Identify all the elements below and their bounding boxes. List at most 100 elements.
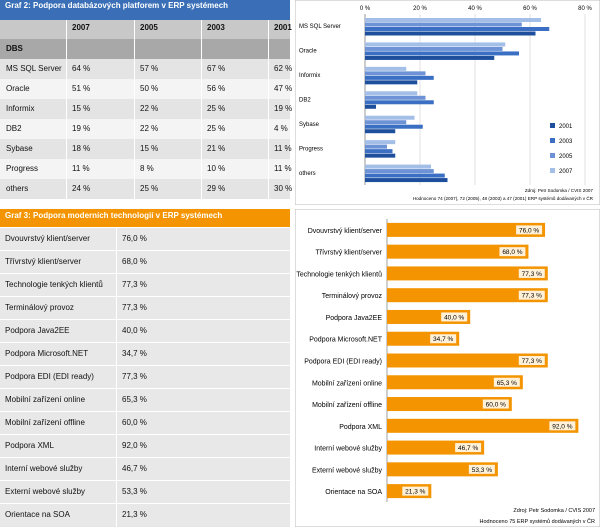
- legend-swatch: [550, 123, 555, 128]
- value-label: 40,0 %: [444, 314, 464, 321]
- row-label: Technologie tenkých klientů: [5, 280, 103, 289]
- bar-2005: [365, 169, 434, 174]
- table-row: Sybase 18 % 15 % 21 % 11 %: [0, 139, 292, 159]
- graf2-section-row: DBS: [0, 39, 290, 59]
- value-label-bg: [468, 464, 495, 474]
- row-label: Podpora EDI (EDI ready): [5, 372, 94, 381]
- legend-label: 2007: [559, 169, 573, 175]
- table-row: Orientace na SOA 21,3 %: [0, 503, 290, 526]
- table-row: Informix 15 % 22 % 25 % 19 %: [0, 99, 293, 119]
- source-note: Hodnoceno 75 ERP systémů dodávaných v ČR: [480, 518, 595, 525]
- category-label: Terminálový provoz: [322, 293, 383, 300]
- graf2-chart-svg: 0 % 20 % 40 % 60 % 80 % MS SQL Server Oracle In…: [294, 0, 600, 206]
- bar-2007: [365, 115, 415, 120]
- section-label: DBS: [6, 44, 23, 53]
- row-label: Podpora XML: [5, 441, 54, 450]
- graf3-chart-svg: Dvouvrstvý klient/server 76,0 % Třívrstvý …: [294, 208, 600, 528]
- table-row: MS SQL Server 64 % 57 % 67 % 62 %: [0, 59, 293, 79]
- row-value: 68,0 %: [122, 257, 147, 266]
- legend-swatch: [550, 168, 555, 173]
- bar-2005: [365, 46, 503, 51]
- bar-2007: [365, 164, 431, 169]
- table-row: Progress 11 % 8 % 10 % 11 %: [0, 159, 292, 179]
- row-label: Informix: [6, 104, 35, 113]
- bar: [387, 375, 523, 390]
- table-cell: 50 %: [140, 84, 159, 93]
- table-cell: 25 %: [207, 124, 226, 133]
- table-cell: 24 %: [72, 184, 91, 193]
- table-cell: 56 %: [207, 84, 226, 93]
- value-label: 60,0 %: [486, 402, 506, 409]
- category-label: others: [299, 171, 316, 177]
- value-label: 53,3 %: [472, 467, 492, 474]
- bar-2003: [365, 51, 519, 56]
- row-value: 60,0 %: [122, 418, 147, 427]
- category-label: Podpora EDI (EDI ready): [304, 359, 382, 366]
- bar: [387, 244, 529, 259]
- category-label: MS SQL Server: [299, 24, 341, 30]
- bar: [387, 418, 579, 433]
- bar-2003: [365, 75, 434, 80]
- row-value: 46,7 %: [122, 464, 147, 473]
- table-cell: 64 %: [72, 64, 91, 73]
- bar-2005: [365, 22, 522, 27]
- category-label: Orientace na SOA: [325, 489, 382, 496]
- source-note: Hodnoceno 74 (2007), 72 (2005), 48 (2003…: [413, 195, 594, 201]
- value-label: 77,3 %: [522, 358, 542, 365]
- legend-label: 2003: [559, 139, 573, 145]
- value-label: 65,3 %: [497, 380, 517, 387]
- table-cell: 18 %: [72, 144, 91, 153]
- row-label: Progress: [6, 164, 39, 173]
- tick-label: 20 %: [413, 6, 427, 12]
- category-label: Technologie tenkých klientů: [296, 270, 382, 278]
- row-label: Dvouvrstvý klient/server: [5, 234, 90, 243]
- bar-2007: [365, 66, 407, 71]
- category-label: Sybase: [299, 122, 320, 128]
- table-row: Podpora EDI (EDI ready) 77,3 %: [0, 365, 290, 388]
- table-cell: 8 %: [140, 164, 154, 173]
- table-cell: 29 %: [207, 184, 226, 193]
- row-value: 77,3 %: [122, 280, 147, 289]
- category-label: Mobilní zařízení online: [312, 380, 382, 387]
- value-label: 21,3 %: [405, 489, 425, 496]
- table-cell: 15 %: [140, 144, 159, 153]
- year-header-2005: 2005: [140, 23, 158, 32]
- value-label: 77,3 %: [522, 271, 542, 278]
- row-value: 77,3 %: [122, 372, 147, 381]
- row-label: DB2: [6, 124, 22, 133]
- row-value: 77,3 %: [122, 303, 147, 312]
- table-cell: 30 %: [274, 184, 293, 193]
- value-label-bg: [518, 356, 545, 365]
- table-cell: 11 %: [72, 164, 90, 173]
- row-label: Podpora Microsoft.NET: [5, 349, 89, 358]
- table-row: others 24 % 25 % 29 % 30 %: [0, 179, 293, 199]
- row-label: Mobilní zařízení online: [5, 395, 86, 404]
- graf2-chart: 0 % 20 % 40 % 60 % 80 % MS SQL Server Oracle In…: [294, 0, 600, 206]
- category-label: Externí webové služby: [312, 467, 383, 474]
- bar: [387, 397, 512, 412]
- bar-2003: [365, 173, 445, 178]
- table-cell: 47 %: [274, 84, 293, 93]
- bar: [387, 353, 548, 368]
- legend-label: 2005: [559, 154, 573, 160]
- table-cell: 11 %: [274, 144, 292, 153]
- table-row: Podpora Java2EE 40,0 %: [0, 319, 290, 342]
- row-label: Sybase: [6, 144, 33, 153]
- table-cell: 25 %: [207, 104, 226, 113]
- bar-2005: [365, 95, 426, 100]
- table-cell: 62 %: [274, 64, 293, 73]
- value-label-bg: [499, 247, 526, 257]
- bar-2001: [365, 153, 396, 158]
- bar-2007: [365, 140, 396, 145]
- bar: [387, 222, 546, 237]
- table-row: Podpora Microsoft.NET 34,7 %: [0, 342, 290, 365]
- row-label: Externí webové služby: [5, 487, 86, 496]
- bar-2005: [365, 71, 426, 76]
- row-label: Orientace na SOA: [5, 510, 70, 519]
- tick-label: 0 %: [360, 6, 371, 12]
- table-row: Třívrstvý klient/server 68,0 %: [0, 250, 290, 273]
- value-label: 77,3 %: [522, 293, 542, 300]
- table-cell: 19 %: [274, 104, 293, 113]
- table-row: Interní webové služby 46,7 %: [0, 457, 290, 480]
- year-header-2003: 2003: [207, 23, 225, 32]
